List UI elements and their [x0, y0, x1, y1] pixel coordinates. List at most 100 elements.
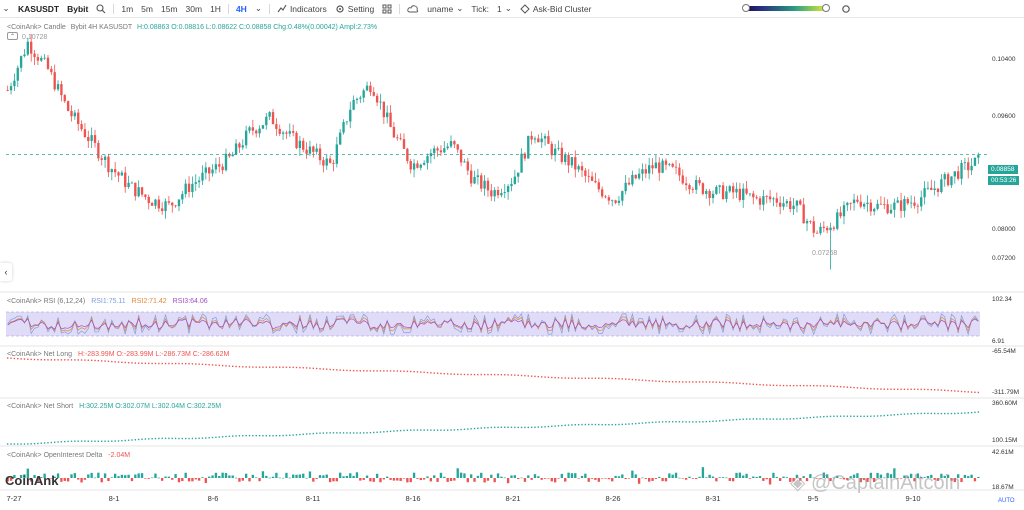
net-short-point: [413, 429, 415, 431]
net-long-point: [635, 379, 637, 381]
oi-delta-bar: [406, 478, 409, 483]
user-menu[interactable]: uname ⌄: [423, 0, 467, 18]
net-short-point: [611, 423, 613, 426]
collapse-legend-icon[interactable]: ⌃: [7, 32, 18, 40]
net-short-point: [37, 442, 39, 445]
net-short-point: [651, 421, 654, 424]
net-long-point: [853, 386, 855, 389]
candle-body: [359, 97, 362, 99]
oi-delta-bar: [765, 478, 768, 480]
net-long-point: [144, 362, 147, 365]
oi-delta-bar: [255, 477, 258, 479]
net-short-point: [201, 437, 204, 439]
time-tick: 8-11: [305, 494, 321, 503]
net-long-point: [826, 385, 828, 387]
time-tick: 8-26: [605, 494, 621, 503]
net-long-point: [64, 359, 66, 361]
timeframe-dropdown-icon[interactable]: ⌄: [254, 3, 262, 13]
scroll-left-icon[interactable]: ‹: [0, 263, 12, 281]
candle-body: [600, 189, 604, 197]
net-long-point: [154, 362, 157, 365]
timeframe-4h[interactable]: 4H: [235, 3, 247, 14]
net-short-point: [332, 432, 335, 434]
net-short-point: [416, 429, 419, 431]
net-long-point: [54, 359, 56, 361]
symbol-selector[interactable]: KASUSDT: [18, 3, 60, 14]
net-long-point: [755, 383, 758, 386]
net-short-point: [802, 417, 805, 419]
timeframe-30m[interactable]: 30m: [185, 3, 203, 14]
heatmap-color-slider[interactable]: [742, 4, 831, 12]
auto-scale-button[interactable]: AUTO: [998, 498, 1015, 504]
candle-body: [53, 72, 56, 90]
tick-selector[interactable]: 1 ⌄: [493, 0, 516, 18]
oi-delta-bar: [899, 478, 903, 479]
oi-delta-bar: [537, 476, 540, 478]
candle-body: [281, 132, 285, 134]
net-long-point: [671, 381, 674, 383]
oi-delta-bar: [429, 478, 433, 482]
timeframe-5m[interactable]: 5m: [141, 3, 153, 14]
net-short-point: [470, 428, 472, 430]
timeframe-15m[interactable]: 15m: [160, 3, 178, 14]
timeframe-1h[interactable]: 1H: [210, 3, 221, 14]
net-short-point: [571, 424, 573, 426]
net-long-point: [641, 379, 644, 381]
candle-body: [953, 171, 956, 177]
slider-settings-icon[interactable]: [837, 0, 855, 18]
setting-button[interactable]: Setting: [331, 0, 378, 18]
cloud-icon[interactable]: [403, 0, 423, 18]
cluster-selector[interactable]: Ask-Bid Cluster: [516, 0, 596, 18]
slider-handle-right[interactable]: [822, 4, 831, 12]
candle-body: [701, 183, 705, 194]
net-short-point: [524, 426, 526, 429]
candle-body: [946, 174, 950, 186]
net-short-point: [473, 427, 476, 430]
oi-delta-bar: [412, 472, 416, 478]
candle-body: [426, 156, 429, 163]
search-icon[interactable]: [92, 0, 110, 18]
net-long-point: [829, 385, 832, 387]
layout-grid-icon[interactable]: [378, 0, 396, 18]
net-short-point: [242, 434, 244, 437]
oi-delta-bar: [409, 478, 412, 483]
indicators-button[interactable]: Indicators: [273, 0, 331, 18]
time-tick: 8-1: [108, 494, 120, 503]
oi-delta-bar: [355, 472, 359, 478]
net-short-point: [168, 437, 170, 440]
oi-delta-bar: [607, 478, 611, 480]
net-long-point: [329, 368, 331, 371]
oi-delta-bar: [305, 477, 308, 479]
oi-delta-bar: [886, 472, 889, 478]
timeframe-1m[interactable]: 1m: [121, 3, 134, 14]
net-long-point: [94, 359, 96, 362]
net-short-point: [64, 440, 66, 443]
candle-body: [930, 187, 933, 190]
net-long-point: [134, 362, 137, 364]
candle-body: [678, 167, 681, 176]
candle-body: [483, 180, 486, 189]
candle-body: [241, 145, 244, 148]
candle-body: [594, 180, 597, 183]
oi-delta-bar: [856, 473, 859, 478]
net-long-point: [799, 384, 802, 387]
candle-body: [869, 202, 873, 212]
oi-delta-bar: [956, 474, 960, 478]
candle-body: [611, 200, 614, 202]
candle-body: [617, 200, 621, 203]
oi-delta-bar: [923, 477, 926, 478]
candle-body: [416, 163, 419, 168]
oi-axis-top: 42.61M: [992, 449, 1014, 456]
net-long-point: [541, 376, 543, 378]
chevron-down-icon[interactable]: ⌄: [2, 3, 10, 13]
watermark-logo-icon: ◈: [790, 472, 806, 494]
net-short-point: [729, 419, 731, 421]
exchange-label[interactable]: Bybit: [67, 3, 89, 14]
slider-handle-left[interactable]: [742, 4, 751, 12]
oi-delta-bar: [805, 478, 809, 482]
candle-body: [231, 154, 234, 157]
oi-delta-bar: [658, 476, 661, 478]
net-long-point: [426, 371, 429, 374]
oi-delta-bar: [375, 473, 379, 478]
